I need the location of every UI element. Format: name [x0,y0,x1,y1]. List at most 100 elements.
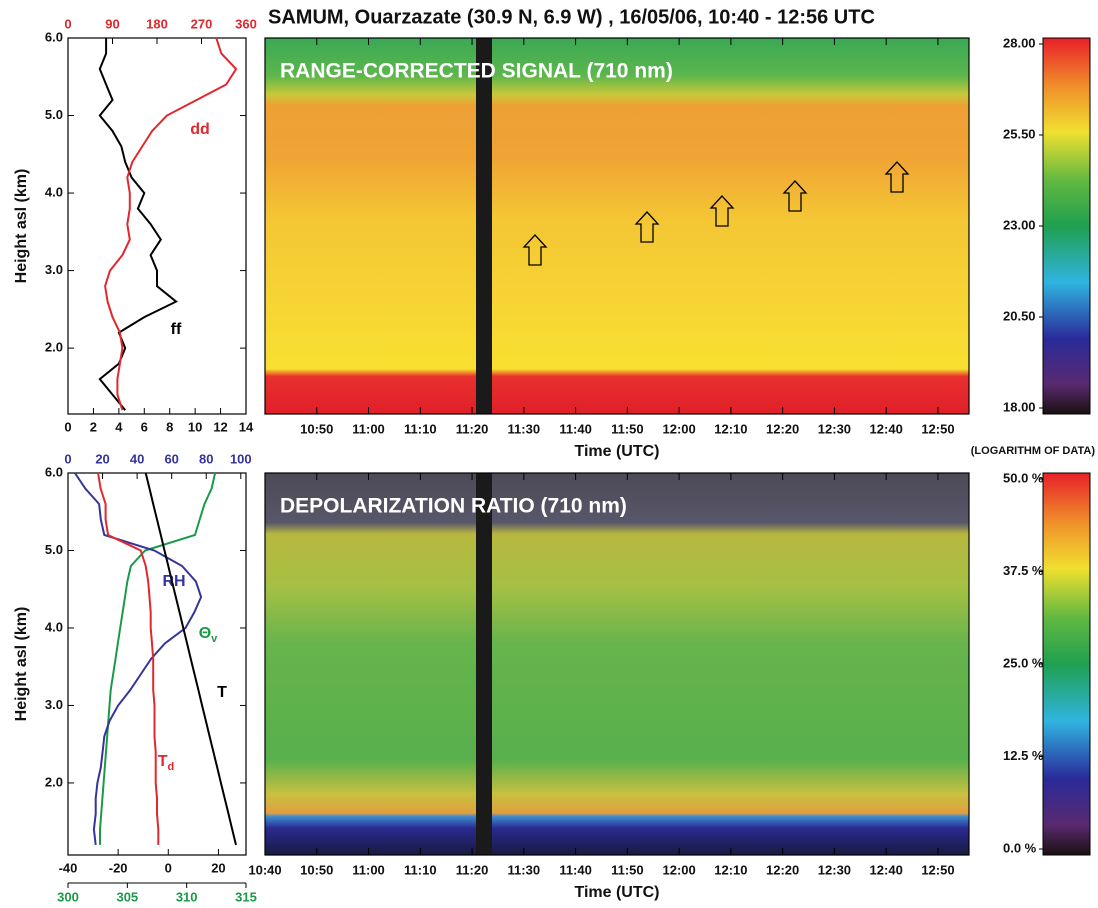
x2-tick-label: 180 [146,16,168,31]
x2-tick-label: 20 [95,451,109,466]
x-tick-label: 11:50 [611,862,644,877]
series-label: ff [171,321,182,338]
colorbar-tick-label: 23.00 [1003,217,1036,232]
plot-frame [264,472,970,856]
lidar-image [265,38,969,414]
panel-title: RANGE-CORRECTED SIGNAL (710 nm) [280,60,673,83]
x-axis-label: Time (UTC) [574,884,659,901]
x-tick-label: 11:10 [404,862,437,877]
colorbar-tick-label: 0.0 % [1003,840,1037,855]
x2-tick-label: 360 [235,16,257,31]
x2-tick-label: 90 [105,16,119,31]
series-label: Θv [199,625,218,645]
profile-line [74,472,203,846]
x-tick-label: 12:00 [662,421,695,436]
x-tick-label: 12:00 [662,862,695,877]
x-tick-label: 10:50 [300,421,333,436]
arrow [782,180,808,212]
series-label: Td [158,753,175,773]
x-tick-label: 6 [141,419,148,434]
colorbar-tick-label: 25.0 % [1003,655,1044,670]
x-tick-label: 0 [64,419,71,434]
plot-frame [264,37,970,415]
x-tick-label: 12:40 [870,421,903,436]
arrows [522,161,910,266]
x-tick-label: 11:10 [404,421,437,436]
plot-frame [67,37,247,415]
x-tick-label: 12 [213,419,227,434]
x-tick-label: 11:00 [352,862,385,877]
x-tick-label: 8 [166,419,173,434]
x2-tick-label: 0 [64,16,71,31]
x3-tick-label: 300 [57,889,79,904]
y-axis-label: Height asl (km) [13,607,30,722]
x-tick-label: 11:40 [559,862,592,877]
colorbar-tick-label: 18.00 [1003,399,1036,414]
data-gap [476,38,492,414]
x-tick-label: 12:10 [714,862,747,877]
x-tick-label: 12:30 [818,862,851,877]
x2-tick-label: 60 [164,451,178,466]
y-tick-label: 4.0 [45,184,63,199]
x-tick-label: 11:40 [559,421,592,436]
colorbar-label: (LOGARITHM OF DATA) [971,445,1096,457]
x2-tick-label: 0 [64,451,71,466]
colorbar-tick-label: 12.5 % [1003,748,1044,763]
y-tick-label: 5.0 [45,107,63,122]
plot-frame [67,472,247,856]
y-tick-label: 4.0 [45,619,63,634]
profile-line [97,472,160,845]
series-name: Θ [199,625,211,642]
x-tick-label: 11:50 [611,421,644,436]
x-tick-label: 12:30 [818,421,851,436]
x-tick-label: -20 [109,860,128,875]
x3-tick-label: 305 [116,889,138,904]
y-tick-label: 5.0 [45,542,63,557]
y-tick-label: 3.0 [45,697,63,712]
profile-line [99,472,217,845]
x-tick-label: 12:20 [766,862,799,877]
colorbar [1042,37,1091,415]
colorbar-tick-label: 28.00 [1003,35,1036,50]
x3-tick-label: 315 [235,889,257,904]
x-tick-label: 20 [211,860,225,875]
profile-line [98,38,178,411]
x-tick-label: 11:20 [456,421,489,436]
profile-line [144,472,237,846]
series-name: T [158,753,168,770]
x-tick-label: 11:30 [508,421,541,436]
x-tick-label: 0 [165,860,172,875]
x2-tick-label: 40 [130,451,144,466]
series-name: RH [162,573,185,590]
series-label: dd [190,121,210,138]
series-name: ff [171,321,182,338]
series-label: RH [162,573,185,590]
colorbar-tick-label: 50.0 % [1003,470,1044,485]
y-tick-label: 3.0 [45,262,63,277]
x-axis-label: Time (UTC) [574,443,659,460]
y-tick-label: 2.0 [45,340,63,355]
x2-tick-label: 80 [199,451,213,466]
x-tick-label: 12:50 [921,862,954,877]
x2-tick-label: 100 [230,451,252,466]
x-tick-label: 14 [239,419,254,434]
x-tick-label: 11:00 [352,421,385,436]
figure-title: SAMUM, Ouarzazate (30.9 N, 6.9 W) , 16/0… [268,6,875,28]
x-tick-label: 12:50 [921,421,954,436]
y-tick-label: 6.0 [45,29,63,44]
series-name: dd [190,121,210,138]
colorbar-tick-label: 20.50 [1003,308,1036,323]
series-label: T [217,684,227,701]
colorbar-tick-label: 25.50 [1003,126,1036,141]
colorbar-tick-label: 37.5 % [1003,563,1044,578]
y-tick-label: 2.0 [45,774,63,789]
data-gap [476,473,492,855]
x-tick-label: 11:20 [456,862,489,877]
x-tick-label: 2 [90,419,97,434]
profile-line [104,37,238,411]
x-tick-label: 4 [115,419,123,434]
x-tick-label: 12:10 [714,421,747,436]
x-tick-label: 12:20 [766,421,799,436]
x-tick-label: 11:30 [508,862,541,877]
